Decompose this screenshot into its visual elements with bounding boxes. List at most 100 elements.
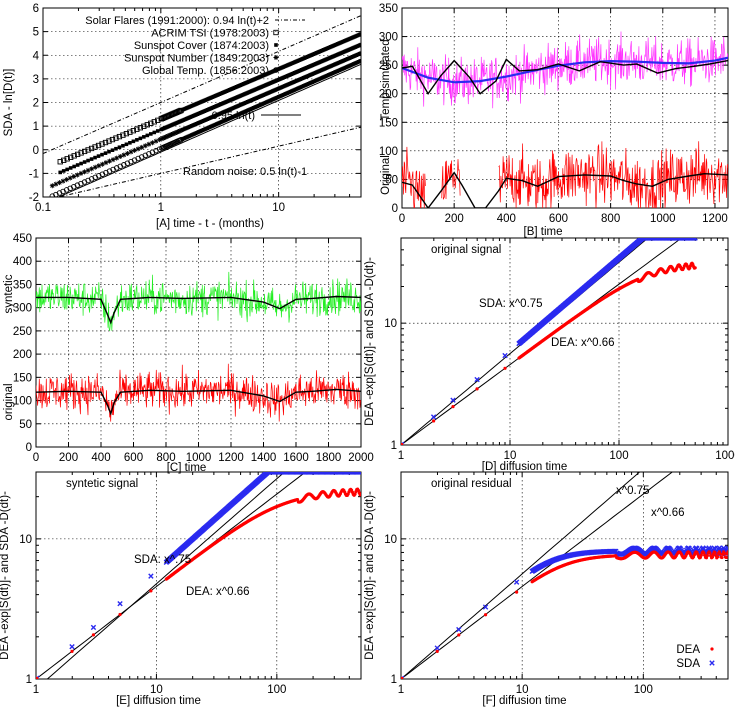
y-tick-label: 1	[391, 440, 397, 452]
data-point	[120, 132, 126, 138]
data-point	[161, 135, 167, 141]
x-tick-label: 100	[609, 450, 628, 462]
data-point	[96, 163, 102, 169]
x-tick-label: 10	[150, 684, 163, 696]
noise-trace	[402, 146, 426, 208]
legend-label: Sunspot Number (1849:2003)	[124, 53, 269, 65]
y-axis-label: Original	[380, 155, 392, 195]
panel-E-data	[36, 472, 361, 679]
data-point	[359, 492, 361, 497]
data-point	[146, 141, 152, 147]
panel-A-data	[43, 15, 361, 197]
data-point	[720, 555, 724, 560]
data-point	[103, 160, 109, 166]
data-point	[74, 151, 81, 158]
panel-F: 1 10 100 1 10 DEA -exp[S(dt)]- and SDA -D(dt)…	[364, 471, 729, 707]
data-point	[107, 149, 111, 154]
data-point	[702, 551, 706, 555]
data-point	[114, 155, 120, 161]
x-tick-label: 1200	[702, 213, 728, 225]
data-point	[49, 183, 55, 189]
data-point	[58, 170, 63, 175]
y-tick-label: 250	[13, 326, 32, 338]
data-point	[172, 130, 178, 136]
data-point	[68, 166, 73, 170]
y-tick-label: 50	[385, 174, 398, 186]
x-tick-label: 400	[497, 213, 516, 225]
data-point	[149, 140, 155, 146]
data-point	[131, 139, 136, 144]
data-point	[451, 405, 455, 409]
data-point	[725, 545, 728, 551]
legend-marker	[273, 29, 279, 36]
data-point	[148, 573, 154, 579]
data-point	[137, 125, 143, 131]
data-point	[36, 676, 39, 679]
data-point	[117, 154, 123, 160]
data-point	[142, 135, 146, 139]
panel-C: 0 200 400 600 800 1000 1200 1400 1600 1800 2000 0 50…	[3, 233, 374, 474]
data-point	[72, 164, 76, 169]
data-point	[155, 129, 160, 133]
data-point	[113, 135, 119, 141]
data-point	[503, 366, 507, 370]
series-line	[402, 56, 728, 84]
data-point	[110, 148, 115, 153]
data-point	[134, 126, 140, 132]
data-point	[149, 589, 153, 593]
data-point	[435, 649, 439, 653]
data-point	[53, 181, 59, 187]
data-point	[118, 612, 122, 617]
y-tick-label: 200	[379, 89, 398, 101]
legend-marker	[710, 647, 714, 651]
data-point	[99, 161, 105, 167]
fit-line	[56, 126, 361, 197]
plot-frame-B	[401, 7, 729, 209]
data-point	[61, 157, 67, 163]
y-tick-label: 50	[19, 419, 32, 431]
x-axis-label: [B] time	[524, 226, 563, 238]
plot-frame-F	[400, 471, 729, 680]
data-point	[110, 157, 116, 163]
annotation: x^0.66	[651, 507, 685, 519]
data-point	[121, 143, 125, 148]
x-tick-label: 200	[445, 213, 464, 225]
y-tick-label: 5	[33, 27, 39, 39]
power-law-line	[401, 472, 641, 679]
annotation: 0.95 ln(t)	[212, 110, 255, 122]
data-point	[173, 129, 179, 135]
data-point	[124, 150, 130, 156]
y-tick-label: 350	[13, 279, 32, 291]
data-point	[69, 643, 75, 650]
x-tick-label: 800	[601, 213, 620, 225]
data-point	[160, 135, 166, 141]
y-tick-label: 1	[33, 121, 39, 133]
panel-B-data	[402, 31, 728, 208]
y-tick-label: 100	[13, 396, 32, 408]
x-tick-label: 600	[549, 213, 568, 225]
data-point	[64, 177, 70, 183]
data-point	[144, 122, 150, 128]
y-tick-label: -2	[29, 192, 39, 204]
y-tick-label: 150	[379, 117, 398, 129]
legend-marker	[274, 43, 278, 47]
y-tick-label: 10	[384, 318, 397, 330]
y-tick-label: 400	[13, 256, 32, 268]
data-point	[141, 123, 147, 129]
data-point	[163, 134, 169, 140]
data-point	[95, 142, 102, 149]
x-tick-label: 2000	[348, 452, 374, 464]
series-line	[36, 388, 361, 416]
data-point	[82, 160, 87, 164]
data-point	[89, 166, 95, 172]
fit-line	[57, 63, 361, 197]
power-law-line	[46, 472, 286, 679]
legend-marker	[709, 660, 715, 666]
data-point	[75, 163, 80, 167]
legend-marker	[273, 55, 279, 60]
y-tick-label: 150	[13, 372, 32, 384]
panel-C-data	[36, 271, 361, 422]
data-point	[434, 645, 440, 651]
data-point	[450, 397, 456, 403]
noise-trace	[402, 31, 728, 109]
